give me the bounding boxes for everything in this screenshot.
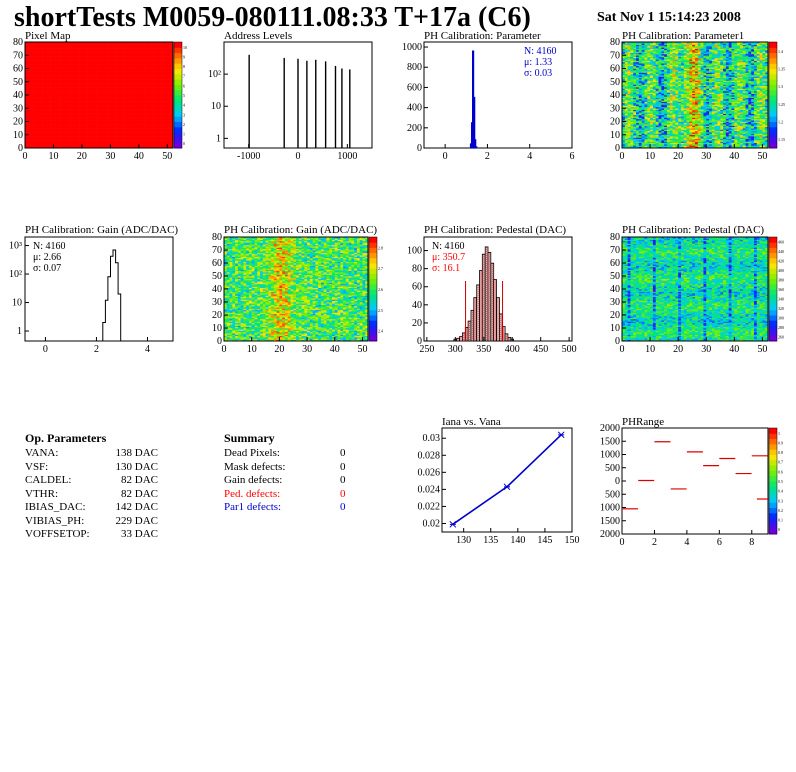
- pixel-map-colorbar-cell: [174, 53, 182, 59]
- pixel-map-title: Pixel Map: [25, 30, 71, 42]
- pixel-map-colorbar-label: 3: [183, 112, 185, 117]
- pixel-map-ytick-label: 70: [13, 50, 23, 61]
- pixel-map-colorbar-label: 7: [183, 74, 185, 79]
- pixel-map-colorbar-cell: [174, 122, 182, 128]
- pixel-map-colorbar-cell: [174, 127, 182, 133]
- pixel-map-xtick-label: 20: [77, 151, 87, 162]
- pixel-map-colorbar-cell: [174, 116, 182, 122]
- pixel-map-colorbar-label: 1: [183, 132, 185, 137]
- pixel-map-colorbar-label: 5: [183, 93, 185, 98]
- pixel-map-colorbar-cell: [174, 69, 182, 75]
- pixel-map-ytick-label: 30: [13, 103, 23, 114]
- pixel-map-colorbar-label: 10: [183, 45, 187, 50]
- pixel-map-xtick-label: 10: [48, 151, 58, 162]
- pixel-map-xtick-label: 0: [23, 151, 28, 162]
- pixel-map-colorbar-cell: [174, 143, 182, 149]
- pixel-map-ytick-label: 10: [13, 130, 23, 141]
- pixel-map-ytick-label: 60: [13, 64, 23, 75]
- pixel-map-colorbar-cell: [174, 42, 182, 48]
- pixel-map-colorbar-cell: [174, 95, 182, 101]
- pixel-map-colorbar-cell: [174, 132, 182, 138]
- pixel-map-ytick-label: 40: [13, 90, 23, 101]
- pixel-map-colorbar-cell: [174, 100, 182, 106]
- pixel-map-xtick-label: 50: [162, 151, 172, 162]
- pixel-map-xtick-label: 40: [134, 151, 144, 162]
- pixel-map-colorbar-label: 8: [183, 64, 185, 69]
- pixel-map-colorbar-cell: [174, 137, 182, 143]
- pixel-map-colorbar-label: 9: [183, 54, 185, 59]
- pixel-map-ytick-label: 20: [13, 117, 23, 128]
- pixel-map-colorbar-cell: [174, 58, 182, 64]
- pixel-map-ytick-label: 80: [13, 37, 23, 48]
- pixel-map-colorbar-cell: [174, 84, 182, 90]
- pixel-map-colorbar-cell: [174, 74, 182, 80]
- pixel-map-colorbar-cell: [174, 47, 182, 53]
- pixel-map-ytick-label: 50: [13, 77, 23, 88]
- ph-cal-parameter1-cells: [622, 42, 768, 148]
- pixel-map-cells: [25, 42, 173, 148]
- pixel-map-colorbar-label: 6: [183, 83, 185, 88]
- pixel-map-colorbar-cell: [174, 79, 182, 85]
- pixel-map-colorbar-label: 0: [183, 141, 185, 146]
- pixel-map-colorbar-cell: [174, 90, 182, 96]
- pixel-map-colorbar-cell: [174, 106, 182, 112]
- pixel-map-colorbar-label: 2: [183, 122, 185, 127]
- pixel-map-ytick-label: 0: [18, 143, 23, 154]
- pixel-map-colorbar-cell: [174, 111, 182, 117]
- pixel-map-xtick-label: 30: [105, 151, 115, 162]
- pixel-map-colorbar-cell: [174, 63, 182, 69]
- pixel-map-colorbar-label: 4: [183, 103, 185, 108]
